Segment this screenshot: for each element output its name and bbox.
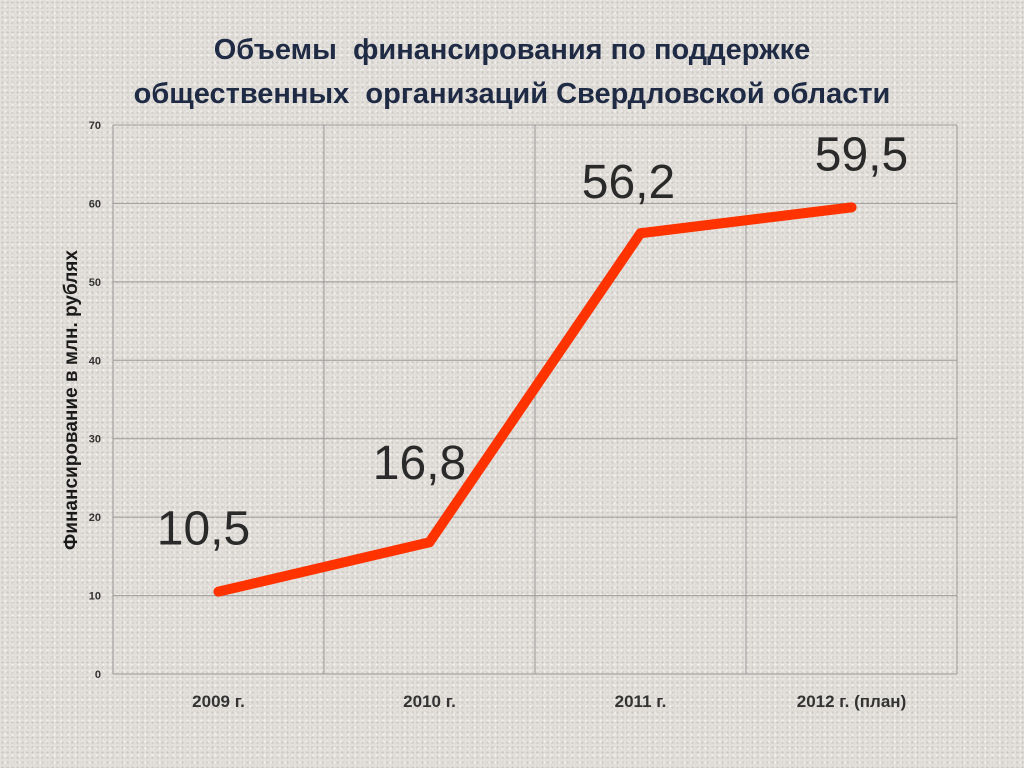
y-tick-label: 40 bbox=[89, 355, 101, 367]
y-tick-label: 30 bbox=[89, 434, 101, 446]
series-line bbox=[213, 202, 857, 597]
x-tick-label: 2012 г. (план) bbox=[797, 692, 906, 711]
data-label: 56,2 bbox=[582, 156, 675, 209]
y-tick-label: 50 bbox=[89, 277, 101, 289]
chart-title-line-1: Объемы финансирования по поддержке bbox=[213, 34, 811, 66]
data-points bbox=[213, 202, 857, 597]
chart-title-line-2: общественных организаций Свердловской об… bbox=[133, 78, 891, 110]
x-tick-label: 2010 г. bbox=[403, 692, 456, 711]
y-tick-label: 60 bbox=[89, 198, 101, 210]
data-point bbox=[635, 228, 646, 239]
chart-title: Объемы финансирования по поддержке общес… bbox=[0, 28, 1024, 116]
x-tick-label: 2011 г. bbox=[615, 692, 667, 711]
y-axis-ticks: 0 10 20 30 40 50 60 70 bbox=[89, 120, 101, 681]
x-tick-label: 2009 г. bbox=[192, 692, 245, 711]
data-label: 16,8 bbox=[373, 437, 466, 490]
data-point bbox=[424, 537, 435, 548]
y-tick-label: 70 bbox=[89, 120, 101, 132]
y-tick-label: 20 bbox=[89, 512, 101, 524]
x-axis-ticks: 2009 г. 2010 г. 2011 г. 2012 г. (план) bbox=[192, 692, 906, 711]
data-labels: 10,5 16,8 56,2 59,5 bbox=[157, 128, 908, 555]
data-label: 10,5 bbox=[157, 503, 250, 556]
y-tick-label: 10 bbox=[89, 591, 101, 603]
y-axis-label: Финансирование в млн. рублях bbox=[61, 250, 82, 550]
data-point bbox=[846, 202, 857, 213]
y-tick-label: 0 bbox=[95, 669, 101, 681]
chart-grid bbox=[112, 124, 958, 675]
data-label: 59,5 bbox=[815, 128, 908, 181]
data-point bbox=[213, 586, 224, 597]
